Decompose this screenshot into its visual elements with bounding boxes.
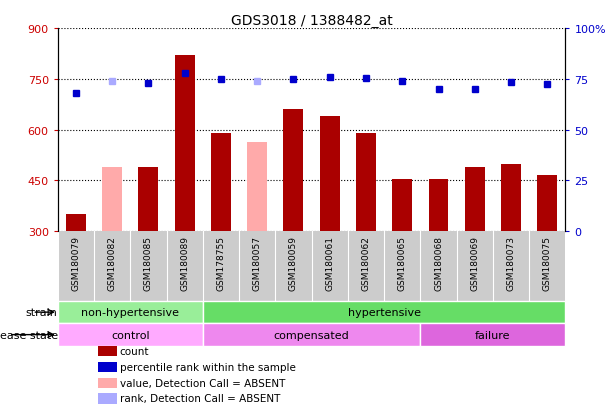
Bar (98, 346, 117, 356)
Text: hypertensive: hypertensive (348, 307, 421, 317)
Text: GSM180085: GSM180085 (144, 235, 153, 290)
Text: compensated: compensated (274, 330, 350, 340)
Bar (66, 215, 86, 232)
Bar (174, 56, 195, 232)
Bar (420, 324, 565, 346)
Text: count: count (120, 347, 149, 356)
Text: percentile rank within the sample: percentile rank within the sample (120, 362, 295, 372)
Text: GSM180073: GSM180073 (506, 235, 516, 290)
Bar (98, 378, 117, 388)
Text: GSM180089: GSM180089 (180, 235, 189, 290)
Text: GSM180079: GSM180079 (71, 235, 80, 290)
Bar (58, 301, 203, 324)
Bar (465, 168, 485, 232)
Text: control: control (111, 330, 150, 340)
Text: non-hypertensive: non-hypertensive (81, 307, 179, 317)
Bar (356, 134, 376, 232)
Text: value, Detection Call = ABSENT: value, Detection Call = ABSENT (120, 378, 285, 388)
Text: failure: failure (475, 330, 511, 340)
Bar (203, 301, 565, 324)
Text: GSM180061: GSM180061 (325, 235, 334, 290)
Text: GSM180069: GSM180069 (470, 235, 479, 290)
Text: GSM180082: GSM180082 (108, 235, 117, 290)
Bar (98, 362, 117, 373)
Bar (501, 164, 521, 232)
Bar (283, 110, 303, 232)
Text: rank, Detection Call = ABSENT: rank, Detection Call = ABSENT (120, 393, 280, 403)
Bar (320, 117, 340, 232)
Text: GSM180075: GSM180075 (543, 235, 552, 290)
Text: GSM178755: GSM178755 (216, 235, 226, 290)
Bar (58, 324, 203, 346)
Bar (203, 324, 420, 346)
Bar (139, 168, 159, 232)
Bar (392, 179, 412, 232)
Bar (429, 179, 449, 232)
Bar (102, 168, 122, 232)
Bar (98, 393, 117, 404)
Text: disease state: disease state (0, 330, 58, 340)
Title: GDS3018 / 1388482_at: GDS3018 / 1388482_at (230, 14, 393, 28)
Text: strain: strain (26, 307, 58, 317)
Text: GSM180057: GSM180057 (253, 235, 261, 290)
Bar (211, 134, 231, 232)
Bar (537, 176, 558, 232)
Text: GSM180065: GSM180065 (398, 235, 407, 290)
Bar (247, 142, 267, 232)
Text: GSM180062: GSM180062 (362, 235, 370, 290)
Text: GSM180059: GSM180059 (289, 235, 298, 290)
Text: GSM180068: GSM180068 (434, 235, 443, 290)
